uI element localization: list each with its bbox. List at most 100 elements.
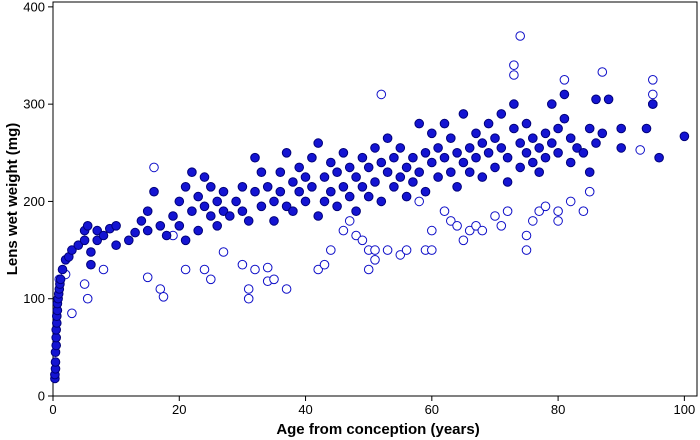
data-point-filled bbox=[401, 191, 412, 202]
data-point-filled bbox=[193, 191, 203, 202]
data-point-filled bbox=[641, 123, 652, 134]
data-point-open bbox=[180, 264, 191, 275]
data-point-filled bbox=[294, 186, 305, 197]
data-point-open bbox=[521, 230, 532, 241]
data-point-filled bbox=[496, 143, 507, 153]
data-point-open bbox=[597, 67, 608, 77]
data-point-filled bbox=[357, 182, 368, 192]
data-point-filled bbox=[389, 182, 399, 192]
data-point-filled bbox=[275, 186, 286, 197]
data-point-filled bbox=[180, 235, 191, 246]
y-axis-title: Lens wet weight (mg) bbox=[4, 123, 21, 276]
data-point-filled bbox=[149, 186, 159, 197]
data-point-filled bbox=[86, 247, 96, 257]
data-point-filled bbox=[79, 235, 90, 246]
x-tick-label: 0 bbox=[49, 402, 56, 417]
data-point-open bbox=[206, 274, 216, 285]
data-point-filled bbox=[382, 133, 393, 143]
data-point-filled bbox=[395, 143, 406, 153]
data-point-open bbox=[82, 293, 93, 304]
data-point-open bbox=[534, 206, 545, 216]
data-point-filled bbox=[275, 167, 286, 177]
data-point-filled bbox=[439, 118, 450, 129]
data-point-open bbox=[584, 186, 595, 197]
data-point-filled bbox=[319, 196, 330, 207]
data-point-open bbox=[376, 89, 387, 100]
data-point-filled bbox=[502, 152, 513, 163]
data-point-filled bbox=[130, 227, 140, 238]
data-point-open bbox=[262, 262, 273, 273]
data-point-filled bbox=[300, 196, 311, 207]
data-point-open bbox=[142, 272, 153, 283]
data-point-open bbox=[578, 206, 589, 216]
data-point-open bbox=[338, 225, 349, 236]
data-point-filled bbox=[439, 152, 450, 163]
x-tick-label: 40 bbox=[298, 402, 312, 417]
data-point-filled bbox=[294, 162, 305, 173]
data-point-filled bbox=[111, 240, 121, 250]
data-point-filled bbox=[452, 148, 462, 158]
data-point-open bbox=[521, 245, 532, 255]
data-point-filled bbox=[67, 245, 77, 255]
data-point-open bbox=[401, 245, 412, 255]
data-point-filled bbox=[142, 206, 153, 216]
data-point-filled bbox=[376, 196, 387, 207]
x-axis: 0 20 40 60 80 100 bbox=[49, 396, 695, 417]
data-point-open bbox=[357, 235, 368, 246]
data-point-filled bbox=[57, 264, 68, 275]
data-point-filled bbox=[603, 94, 614, 105]
data-point-filled bbox=[326, 157, 336, 168]
data-point-open bbox=[565, 196, 576, 207]
data-point-open bbox=[515, 31, 526, 41]
data-point-filled bbox=[553, 148, 563, 158]
data-point-filled bbox=[370, 143, 380, 153]
data-point-filled bbox=[338, 182, 349, 192]
y-tick-label: 400 bbox=[23, 0, 45, 14]
data-point-filled bbox=[168, 211, 178, 221]
data-point-filled bbox=[256, 167, 267, 177]
data-point-filled bbox=[565, 133, 576, 143]
data-point-open bbox=[243, 284, 254, 294]
data-point-filled bbox=[382, 167, 393, 177]
data-point-filled bbox=[326, 186, 336, 197]
data-point-filled bbox=[344, 191, 355, 202]
data-point-filled bbox=[288, 177, 298, 187]
data-point-filled bbox=[212, 196, 222, 207]
data-point-open bbox=[458, 235, 469, 246]
data-point-filled bbox=[281, 148, 292, 158]
data-point-filled bbox=[408, 177, 418, 187]
data-point-open bbox=[344, 216, 355, 226]
data-point-filled bbox=[559, 89, 570, 100]
data-point-filled bbox=[363, 162, 374, 173]
data-point-open bbox=[635, 145, 646, 155]
data-point-filled bbox=[180, 182, 191, 192]
data-point-open bbox=[553, 216, 563, 226]
data-point-filled bbox=[515, 162, 526, 173]
data-point-filled bbox=[142, 225, 153, 236]
data-point-filled bbox=[243, 216, 254, 226]
data-point-filled bbox=[521, 148, 532, 158]
data-point-open bbox=[452, 221, 462, 231]
data-point-filled bbox=[679, 131, 690, 142]
data-point-filled bbox=[547, 138, 557, 148]
data-point-filled bbox=[427, 128, 437, 139]
data-point-filled bbox=[591, 138, 601, 148]
data-point-filled bbox=[231, 196, 241, 207]
data-point-filled bbox=[509, 123, 519, 134]
data-point-open bbox=[648, 89, 658, 100]
data-point-open bbox=[464, 225, 475, 236]
data-point-filled bbox=[452, 182, 462, 192]
data-point-open bbox=[199, 264, 210, 275]
data-point-filled bbox=[212, 221, 222, 231]
data-point-filled bbox=[82, 221, 93, 231]
data-point-filled bbox=[559, 113, 570, 124]
data-point-filled bbox=[515, 138, 526, 148]
data-point-filled bbox=[92, 235, 102, 246]
data-point-open bbox=[540, 201, 551, 212]
data-point-filled bbox=[319, 172, 330, 182]
data-point-filled bbox=[363, 191, 374, 202]
data-point-open bbox=[218, 247, 229, 257]
data-point-open bbox=[370, 245, 380, 255]
data-point-filled bbox=[161, 230, 172, 241]
